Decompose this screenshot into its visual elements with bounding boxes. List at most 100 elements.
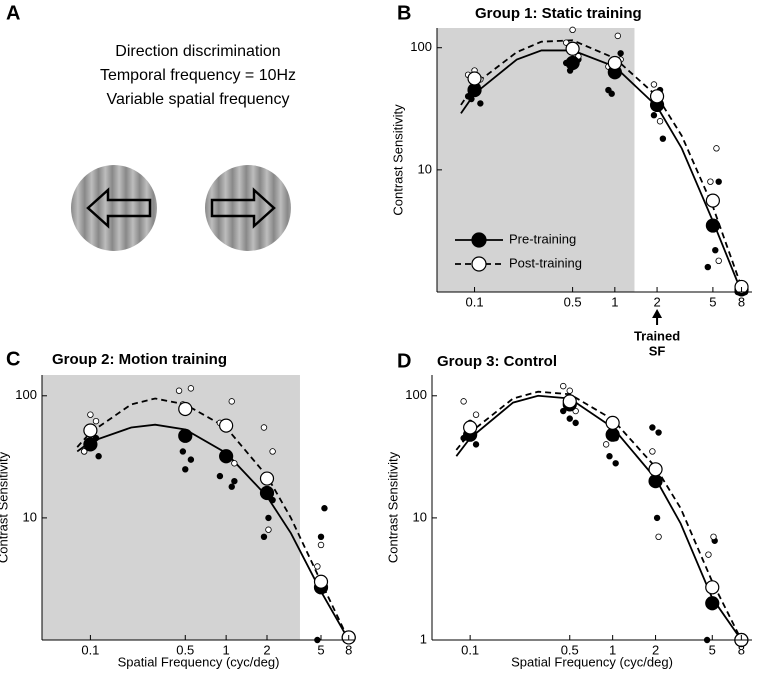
mean-point — [648, 474, 663, 489]
x-tick-label: 0.1 — [461, 642, 479, 657]
y-tick-label: 100 — [405, 387, 427, 402]
annotation-arrowhead — [652, 309, 663, 318]
x-tick-label: 5 — [709, 642, 716, 657]
individual-point — [649, 448, 656, 455]
fit-curve — [76, 397, 350, 641]
individual-point — [617, 50, 624, 57]
individual-point — [95, 453, 102, 460]
individual-point — [317, 533, 325, 541]
individual-point — [179, 448, 187, 455]
y-tick-label: 10 — [23, 509, 37, 524]
chart-title: Group 1: Static training — [475, 5, 642, 22]
stimulus-text: Variable spatial frequency — [107, 91, 290, 108]
individual-point — [260, 424, 268, 431]
individual-point — [566, 387, 573, 394]
individual-point — [655, 429, 662, 436]
individual-point — [187, 385, 195, 392]
individual-point — [707, 178, 714, 185]
individual-point — [608, 90, 615, 97]
individual-point — [187, 456, 195, 463]
arrow-right — [210, 187, 276, 229]
mean-point — [734, 279, 749, 295]
stimulus-text: Temporal frequency = 10Hz — [100, 67, 296, 84]
individual-point — [712, 246, 719, 254]
mean-point — [259, 471, 275, 486]
individual-point — [228, 398, 235, 405]
panel-letter: C — [6, 348, 20, 370]
x-axis-label: Spatial Frequency (cyc/deg) — [118, 654, 280, 669]
y-axis-label: Contrast Sensitivity — [390, 104, 405, 216]
grating — [205, 165, 291, 251]
legend-marker — [471, 256, 487, 272]
legend-marker — [471, 232, 487, 248]
y-tick-label: 10 — [418, 161, 432, 176]
x-tick-label: 1 — [611, 294, 618, 309]
y-tick-label: 100 — [410, 39, 432, 54]
mean-point — [705, 193, 720, 208]
shaded-region — [42, 375, 300, 640]
x-axis-label: Spatial Frequency (cyc/deg) — [511, 654, 673, 669]
individual-point — [265, 526, 272, 533]
x-tick-label: 2 — [653, 294, 660, 309]
x-tick-label: 8 — [738, 294, 745, 309]
mean-point — [562, 394, 577, 409]
individual-point — [655, 533, 662, 541]
mean-point — [463, 420, 478, 435]
mean-point — [259, 485, 275, 501]
x-tick-label: 0.5 — [564, 294, 582, 309]
chart-title: Group 3: Control — [437, 353, 557, 370]
fit-curve — [76, 423, 350, 641]
panel-letter: D — [397, 350, 411, 372]
individual-point — [260, 533, 268, 541]
x-tick-label: 1 — [609, 642, 616, 657]
individual-point — [314, 563, 321, 570]
individual-point — [713, 145, 720, 152]
individual-point — [659, 135, 667, 142]
mean-point — [705, 580, 720, 595]
individual-point — [92, 417, 100, 425]
individual-point — [715, 257, 722, 265]
individual-point — [650, 81, 658, 88]
x-tick-label: 2 — [652, 642, 659, 657]
individual-point — [321, 505, 328, 512]
stimulus-text: Direction discrimination — [115, 43, 280, 60]
chart-title: Group 2: Motion training — [52, 351, 227, 368]
fit-curve — [455, 390, 743, 641]
individual-point — [715, 178, 722, 185]
individual-point — [216, 472, 224, 480]
mean-point — [219, 449, 234, 464]
mean-point — [605, 415, 620, 430]
individual-point — [614, 32, 622, 40]
individual-point — [231, 460, 238, 467]
legend-label: Pre-training — [509, 231, 576, 246]
individual-point — [182, 466, 189, 473]
individual-point — [472, 441, 480, 448]
fit-curve — [460, 39, 743, 288]
legend-label: Post-training — [509, 255, 582, 270]
individual-point — [317, 541, 325, 549]
mean-point — [705, 218, 720, 233]
individual-point — [265, 514, 272, 522]
mean-point — [565, 41, 580, 56]
individual-point — [87, 411, 94, 418]
x-tick-label: 8 — [738, 642, 745, 657]
individual-point — [175, 387, 183, 394]
y-tick-label: 10 — [413, 509, 427, 524]
x-tick-label: 5 — [317, 642, 324, 657]
panel-letter: A — [6, 2, 20, 24]
individual-point — [269, 448, 276, 455]
mean-point — [83, 423, 98, 438]
shaded-region — [437, 28, 635, 292]
individual-point — [472, 411, 480, 418]
individual-point — [560, 407, 567, 415]
y-axis-label: Contrast Sensitivity — [0, 451, 10, 563]
grating — [71, 165, 157, 251]
arrow-left — [86, 187, 152, 229]
individual-point — [460, 398, 467, 405]
y-tick-label: 100 — [15, 387, 37, 402]
x-tick-label: 2 — [263, 642, 270, 657]
x-tick-label: 5 — [709, 294, 716, 309]
x-tick-label: 0.5 — [561, 642, 579, 657]
mean-point — [648, 462, 663, 477]
